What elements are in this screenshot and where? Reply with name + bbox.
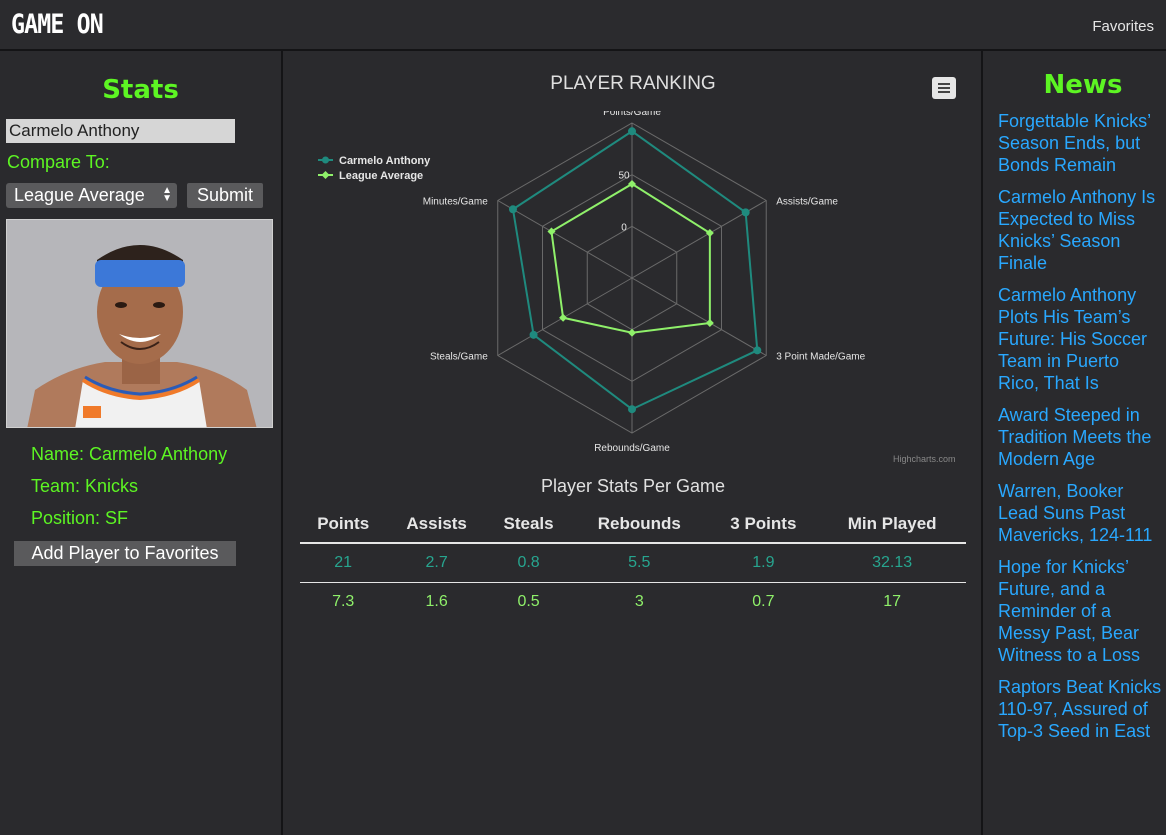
table-cell: 0.8 xyxy=(486,543,571,583)
news-link[interactable]: Carmelo Anthony Is Expected to Miss Knic… xyxy=(998,187,1156,273)
data-point xyxy=(628,405,636,414)
player-position-info: Position: SF xyxy=(31,508,129,528)
series-line xyxy=(511,130,759,411)
category-label: Assists/Game xyxy=(776,197,838,208)
legend-marker xyxy=(321,171,330,179)
table-cell: 1.6 xyxy=(425,593,448,610)
category-label: 3 Point Made/Game xyxy=(776,352,865,363)
hamburger-menu-icon[interactable] xyxy=(932,77,956,99)
stats-table: Points Assists Steals Rebounds 3 Points … xyxy=(300,506,966,621)
table-cell: 1.9 xyxy=(708,543,819,583)
col-header-points: Points xyxy=(300,506,387,544)
stats-sidebar: Stats Compare To: League Average ▲▼ Subm… xyxy=(0,51,283,835)
col-header-3-points: 3 Points xyxy=(708,506,819,544)
grid-spoke xyxy=(631,277,767,356)
data-point xyxy=(705,318,714,327)
chart-panel: PLAYER RANKING 0 50 Points/Game Assists/Gam… xyxy=(283,51,983,835)
col-header-assists: Assists xyxy=(386,506,487,544)
news-link[interactable]: Award Steeped in Tradition Meets the Mod… xyxy=(998,405,1152,469)
category-label: Minutes/Game xyxy=(423,197,488,208)
y-tick-label: 0 xyxy=(621,222,627,233)
player-search-input[interactable] xyxy=(6,119,235,143)
news-link[interactable]: Hope for Knicks’ Future, and a Reminder … xyxy=(998,557,1141,665)
select-arrows-icon: ▲ ▼ xyxy=(162,185,172,204)
news-heading: News xyxy=(1043,70,1123,100)
table-row-player: 21 2.7 0.8 5.5 1.9 32.13 xyxy=(300,543,966,583)
legend-marker xyxy=(322,156,329,164)
player-photo xyxy=(6,219,273,428)
news-list: Forgettable Knicks’ Season Ends, but Bon… xyxy=(998,110,1162,752)
category-label: Rebounds/Game xyxy=(594,443,670,454)
player-name-info: Name: Carmelo Anthony xyxy=(31,444,228,464)
category-label: Steals/Game xyxy=(430,352,488,363)
news-link[interactable]: Warren, Booker Lead Suns Past Mavericks,… xyxy=(998,481,1153,545)
y-tick-label: 50 xyxy=(618,171,630,182)
news-sidebar: News Forgettable Knicks’ Season Ends, bu… xyxy=(983,51,1166,835)
news-link[interactable]: Carmelo Anthony Plots His Team’s Future:… xyxy=(998,285,1148,393)
add-to-favorites-button[interactable]: Add Player to Favorites xyxy=(14,541,236,566)
table-cell: 5.5 xyxy=(570,543,709,583)
legend-label: Carmelo Anthony xyxy=(339,155,431,167)
brand-logo[interactable]: GAME ON xyxy=(11,9,104,40)
table-row-league: 7.3 1.6 0.5 3 0.7 17 xyxy=(300,583,966,622)
top-navbar: GAME ON Favorites xyxy=(0,0,1166,51)
news-link[interactable]: Raptors Beat Knicks 110-97, Assured of T… xyxy=(998,677,1162,741)
chart-credits: Highcharts.com xyxy=(893,454,956,464)
table-cell: 0.7 xyxy=(752,593,775,610)
data-point xyxy=(741,208,750,217)
col-header-min-played: Min Played xyxy=(818,506,966,544)
table-cell: 0.5 xyxy=(517,593,540,610)
chart-title: PLAYER RANKING xyxy=(550,73,716,94)
table-cell: 17 xyxy=(883,593,902,610)
data-point xyxy=(628,127,636,136)
favorites-link[interactable]: Favorites xyxy=(1092,18,1154,35)
data-point xyxy=(529,330,538,339)
table-cell: 7.3 xyxy=(332,593,355,610)
submit-button[interactable]: Submit xyxy=(187,183,263,208)
data-point xyxy=(753,346,762,355)
table-cell: 2.7 xyxy=(386,543,487,583)
data-point xyxy=(628,179,636,188)
stats-heading: Stats xyxy=(102,75,179,105)
legend-label: League Average xyxy=(339,170,423,182)
player-team-info: Team: Knicks xyxy=(31,476,139,496)
compare-to-label: Compare To: xyxy=(7,152,110,172)
data-point xyxy=(559,313,568,322)
data-point xyxy=(547,227,556,236)
data-point xyxy=(508,205,517,214)
grid-spoke xyxy=(497,200,633,279)
stats-table-title: Player Stats Per Game xyxy=(540,476,726,496)
table-cell: 3 xyxy=(634,593,644,610)
table-cell: 32.13 xyxy=(818,543,966,583)
compare-select[interactable]: League Average ▲ ▼ xyxy=(6,183,177,208)
category-label: Points/Game xyxy=(603,111,661,118)
col-header-steals: Steals xyxy=(486,506,571,544)
data-point xyxy=(705,229,714,238)
col-header-rebounds: Rebounds xyxy=(570,506,709,544)
data-point xyxy=(628,328,636,337)
radar-chart: 0 50 Points/Game Assists/Game 3 Point Made/G… xyxy=(318,111,866,454)
table-cell: 21 xyxy=(300,543,387,583)
compare-select-value: League Average xyxy=(14,185,145,205)
news-link[interactable]: Forgettable Knicks’ Season Ends, but Bon… xyxy=(998,111,1151,175)
